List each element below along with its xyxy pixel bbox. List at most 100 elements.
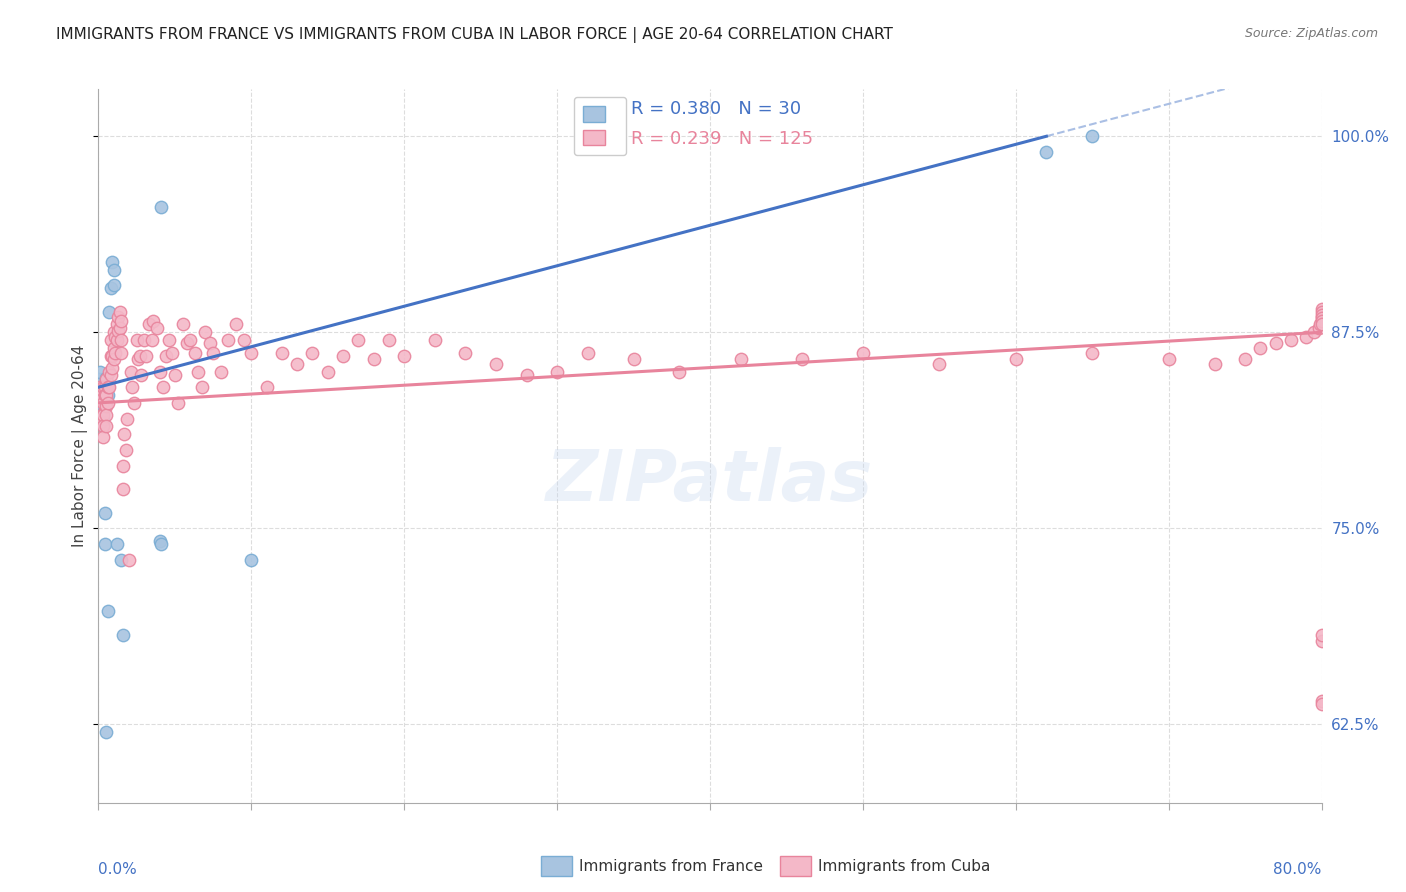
Point [108, 305, 131, 319]
Point [90, 380, 112, 394]
Point [138, 318, 160, 332]
Point [97, 380, 120, 394]
Point [91, 419, 114, 434]
Point [378, 333, 401, 347]
Point [1081, 129, 1104, 144]
Point [790, 351, 813, 366]
Point [127, 351, 149, 366]
Point [240, 345, 263, 359]
Point [179, 333, 201, 347]
Point [142, 314, 165, 328]
Point [103, 278, 125, 293]
Point [100, 333, 122, 347]
Point [91, 411, 114, 425]
Point [94, 388, 117, 402]
Point [94, 419, 117, 434]
Point [1310, 301, 1333, 316]
Point [1004, 351, 1026, 366]
Point [160, 345, 183, 359]
Point [94, 380, 117, 394]
Point [122, 396, 145, 410]
Point [100, 368, 122, 382]
Point [90, 415, 112, 429]
Point [118, 552, 141, 566]
Point [209, 364, 232, 378]
Point [94, 399, 117, 413]
Point [1310, 311, 1333, 326]
Point [1310, 634, 1333, 648]
Point [332, 349, 354, 363]
Point [363, 351, 385, 366]
Point [103, 326, 125, 340]
Point [97, 396, 120, 410]
Point [93, 506, 115, 520]
Point [1279, 333, 1302, 347]
Point [111, 458, 134, 473]
Point [98, 305, 121, 319]
Point [157, 333, 180, 347]
Text: Source: ZipAtlas.com: Source: ZipAtlas.com [1244, 27, 1378, 40]
Point [141, 333, 163, 347]
Point [150, 537, 173, 551]
Point [187, 364, 209, 378]
Point [149, 533, 172, 548]
Point [1310, 694, 1333, 708]
Point [285, 357, 308, 371]
Point [121, 380, 143, 394]
Point [1035, 145, 1057, 159]
Point [100, 349, 122, 363]
Text: Immigrants from Cuba: Immigrants from Cuba [818, 859, 991, 873]
Point [1295, 330, 1317, 344]
Point [111, 482, 134, 496]
Legend: , : , [574, 97, 626, 155]
Point [110, 314, 132, 328]
Point [91, 409, 114, 423]
Point [423, 333, 446, 347]
Point [152, 380, 174, 394]
Point [97, 604, 120, 618]
Point [516, 368, 538, 382]
Point [117, 411, 139, 425]
Point [149, 364, 172, 378]
Point [94, 409, 117, 423]
Point [225, 318, 247, 332]
Point [94, 372, 117, 386]
Point [104, 330, 127, 344]
Point [93, 380, 115, 394]
Point [125, 333, 148, 347]
Point [94, 725, 117, 739]
Point [91, 430, 114, 444]
Point [97, 388, 120, 402]
Point [1264, 336, 1286, 351]
Text: Immigrants from France: Immigrants from France [579, 859, 763, 873]
Point [668, 364, 690, 378]
Point [256, 380, 278, 394]
Point [115, 442, 138, 457]
Point [172, 318, 194, 332]
Point [155, 349, 177, 363]
Point [217, 333, 239, 347]
Point [129, 368, 152, 382]
Point [110, 552, 132, 566]
Point [301, 345, 323, 359]
Point [91, 417, 114, 432]
Point [392, 349, 416, 363]
Point [93, 537, 115, 551]
Point [90, 392, 112, 407]
Point [852, 345, 875, 359]
Point [93, 388, 115, 402]
Point [89, 364, 111, 378]
Text: ZIPatlas: ZIPatlas [547, 447, 873, 516]
Point [202, 345, 225, 359]
Point [134, 333, 156, 347]
Point [454, 345, 477, 359]
Text: R = 0.239   N = 125: R = 0.239 N = 125 [630, 130, 813, 148]
Point [98, 364, 121, 378]
Point [89, 386, 111, 401]
Point [120, 364, 142, 378]
Y-axis label: In Labor Force | Age 20-64: In Labor Force | Age 20-64 [72, 345, 89, 547]
Text: 80.0%: 80.0% [1274, 863, 1322, 878]
Point [90, 399, 112, 413]
Point [103, 262, 125, 277]
Point [1249, 341, 1271, 355]
